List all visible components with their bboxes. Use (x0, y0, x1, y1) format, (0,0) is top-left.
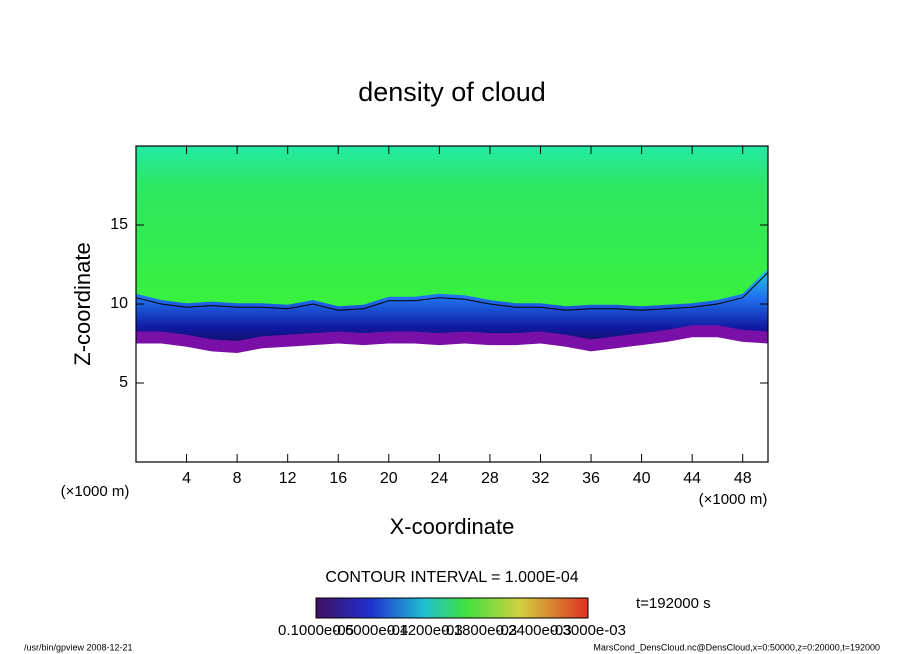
y-tick-label: 15 (110, 216, 128, 233)
x-tick-label: 44 (683, 470, 701, 487)
field-upper (136, 146, 768, 315)
colorbar-label: 0.1000e-05 (278, 622, 354, 639)
x-unit-label: (×1000 m) (699, 491, 768, 508)
x-tick-label: 48 (734, 470, 752, 487)
y-axis-title: Z-coordinate (70, 242, 95, 366)
x-tick-label: 36 (582, 470, 600, 487)
colorbar-label: 0.3000e-03 (550, 622, 626, 639)
colorbar (315, 597, 589, 619)
x-tick-label: 4 (182, 470, 191, 487)
x-tick-label: 32 (532, 470, 550, 487)
colorbar-label: 0.2400e-03 (496, 622, 572, 639)
y-tick-label: 5 (119, 374, 128, 391)
colorbar-labels: 0.1000e-050.6000e-040.1200e-030.1800e-03… (278, 622, 626, 639)
y-tick-label: 10 (110, 295, 128, 312)
time-label: t=192000 s (636, 595, 711, 612)
x-tick-label: 20 (380, 470, 398, 487)
footer-right: MarsCond_DensCloud.nc@DensCloud,x=0:5000… (593, 642, 880, 652)
x-tick-label: 16 (329, 470, 347, 487)
x-unit-label: (×1000 m) (61, 483, 130, 500)
x-axis-title: X-coordinate (390, 514, 515, 539)
x-tick-label: 40 (633, 470, 651, 487)
footer-left: /usr/bin/gpview 2008-12-21 (24, 642, 133, 652)
field-band (136, 268, 768, 343)
plot-field (135, 146, 769, 353)
colorbar-label: 0.1800e-03 (441, 622, 517, 639)
contour-interval: CONTOUR INTERVAL = 1.000E-04 (325, 569, 578, 586)
x-tick-label: 24 (430, 470, 448, 487)
colorbar-label: 0.6000e-04 (332, 622, 408, 639)
x-tick-label: 28 (481, 470, 499, 487)
x-tick-label: 12 (279, 470, 297, 487)
contour-line (135, 272, 769, 311)
colorbar-label: 0.1200e-03 (387, 622, 463, 639)
chart-title: density of cloud (358, 77, 546, 107)
cloud-base (136, 325, 768, 353)
x-tick-label: 8 (233, 470, 242, 487)
